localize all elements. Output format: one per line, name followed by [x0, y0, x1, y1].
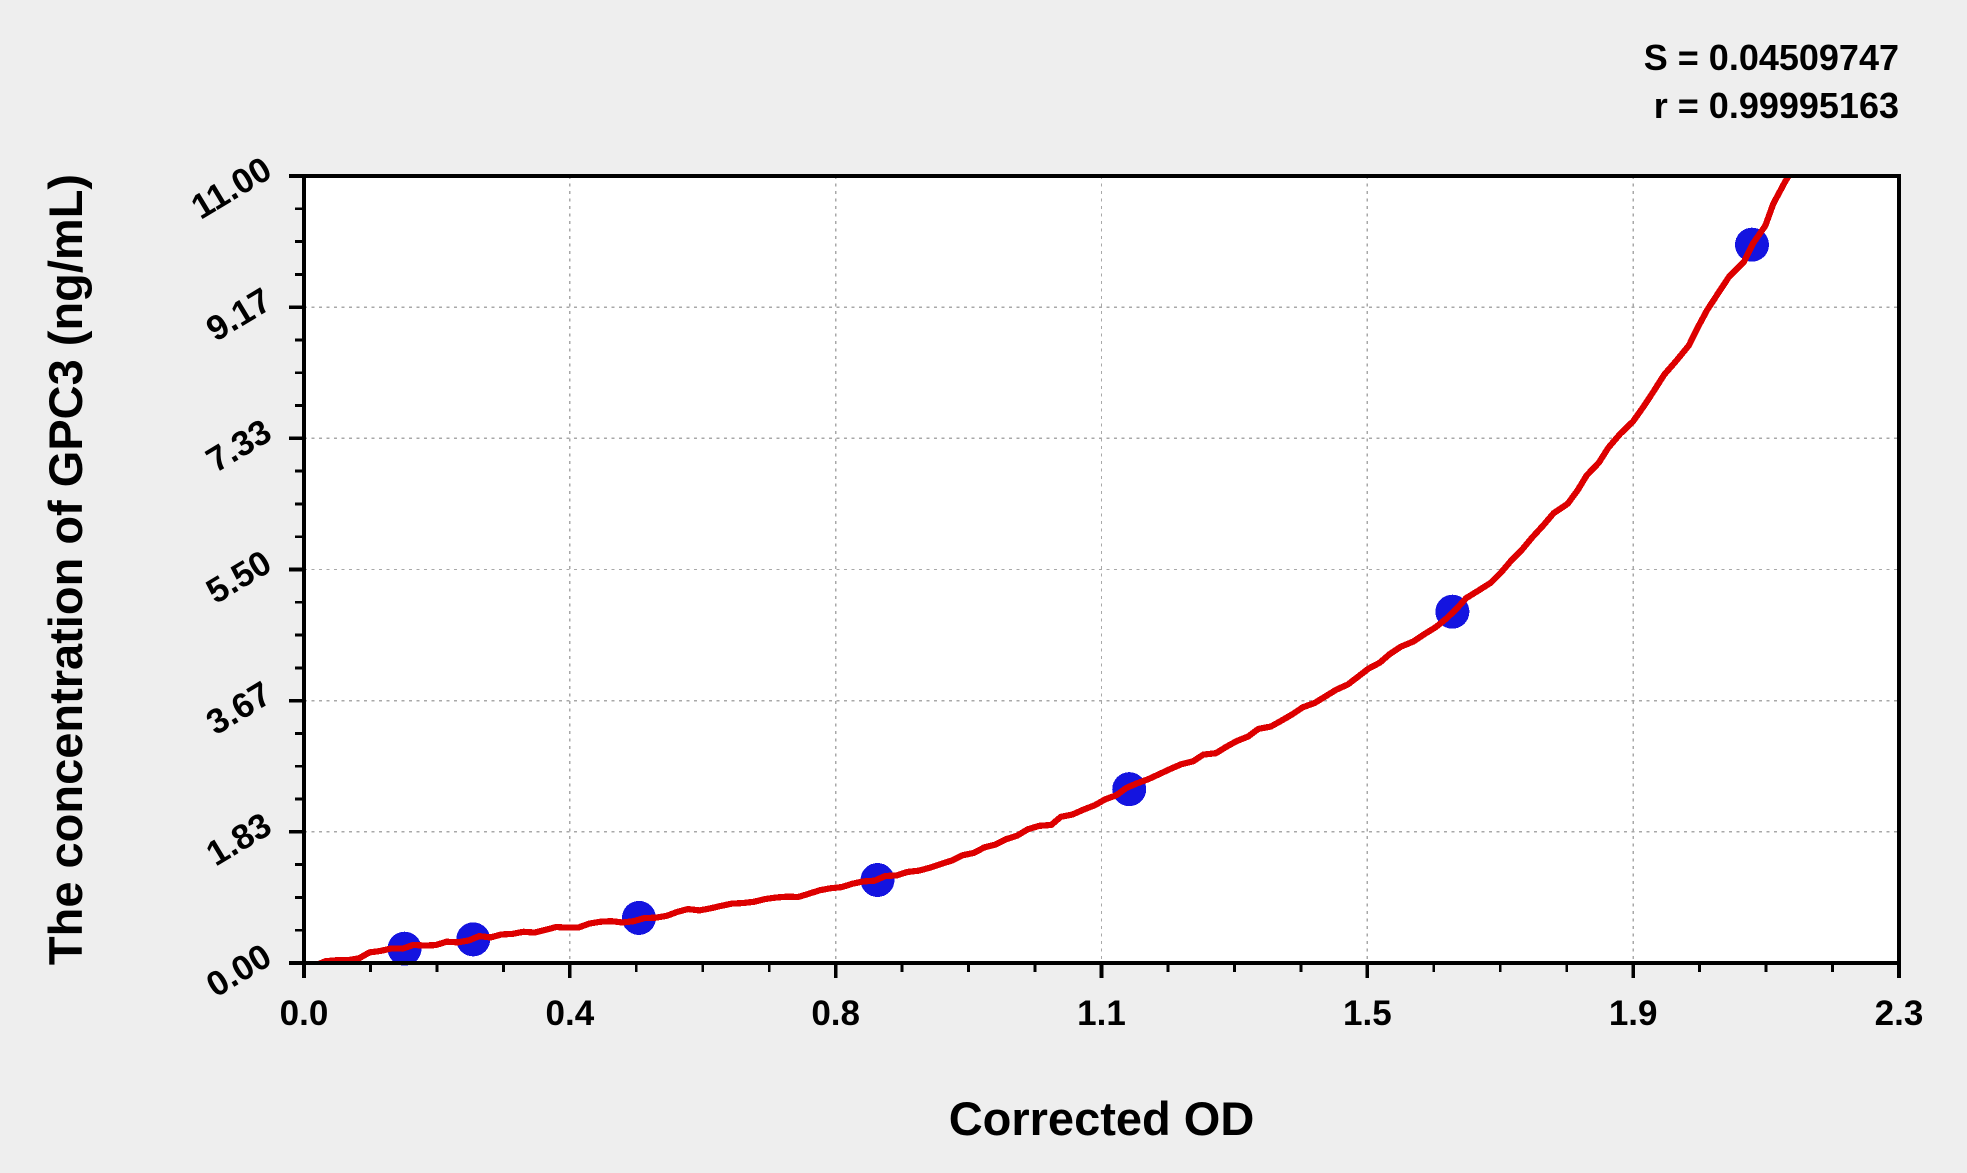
svg-text:0.8: 0.8 [811, 994, 860, 1033]
svg-text:r = 0.99995163: r = 0.99995163 [1654, 85, 1899, 126]
svg-text:1.1: 1.1 [1077, 994, 1126, 1033]
svg-text:1.5: 1.5 [1343, 994, 1392, 1033]
svg-text:0.4: 0.4 [546, 994, 595, 1033]
svg-text:2.3: 2.3 [1875, 994, 1924, 1033]
svg-text:The concentration of GPC3 (ng/: The concentration of GPC3 (ng/mL) [39, 174, 92, 965]
svg-text:1.9: 1.9 [1609, 994, 1658, 1033]
svg-text:0.0: 0.0 [280, 994, 329, 1033]
svg-text:Corrected OD: Corrected OD [949, 1092, 1255, 1145]
svg-text:S = 0.04509747: S = 0.04509747 [1644, 37, 1899, 78]
